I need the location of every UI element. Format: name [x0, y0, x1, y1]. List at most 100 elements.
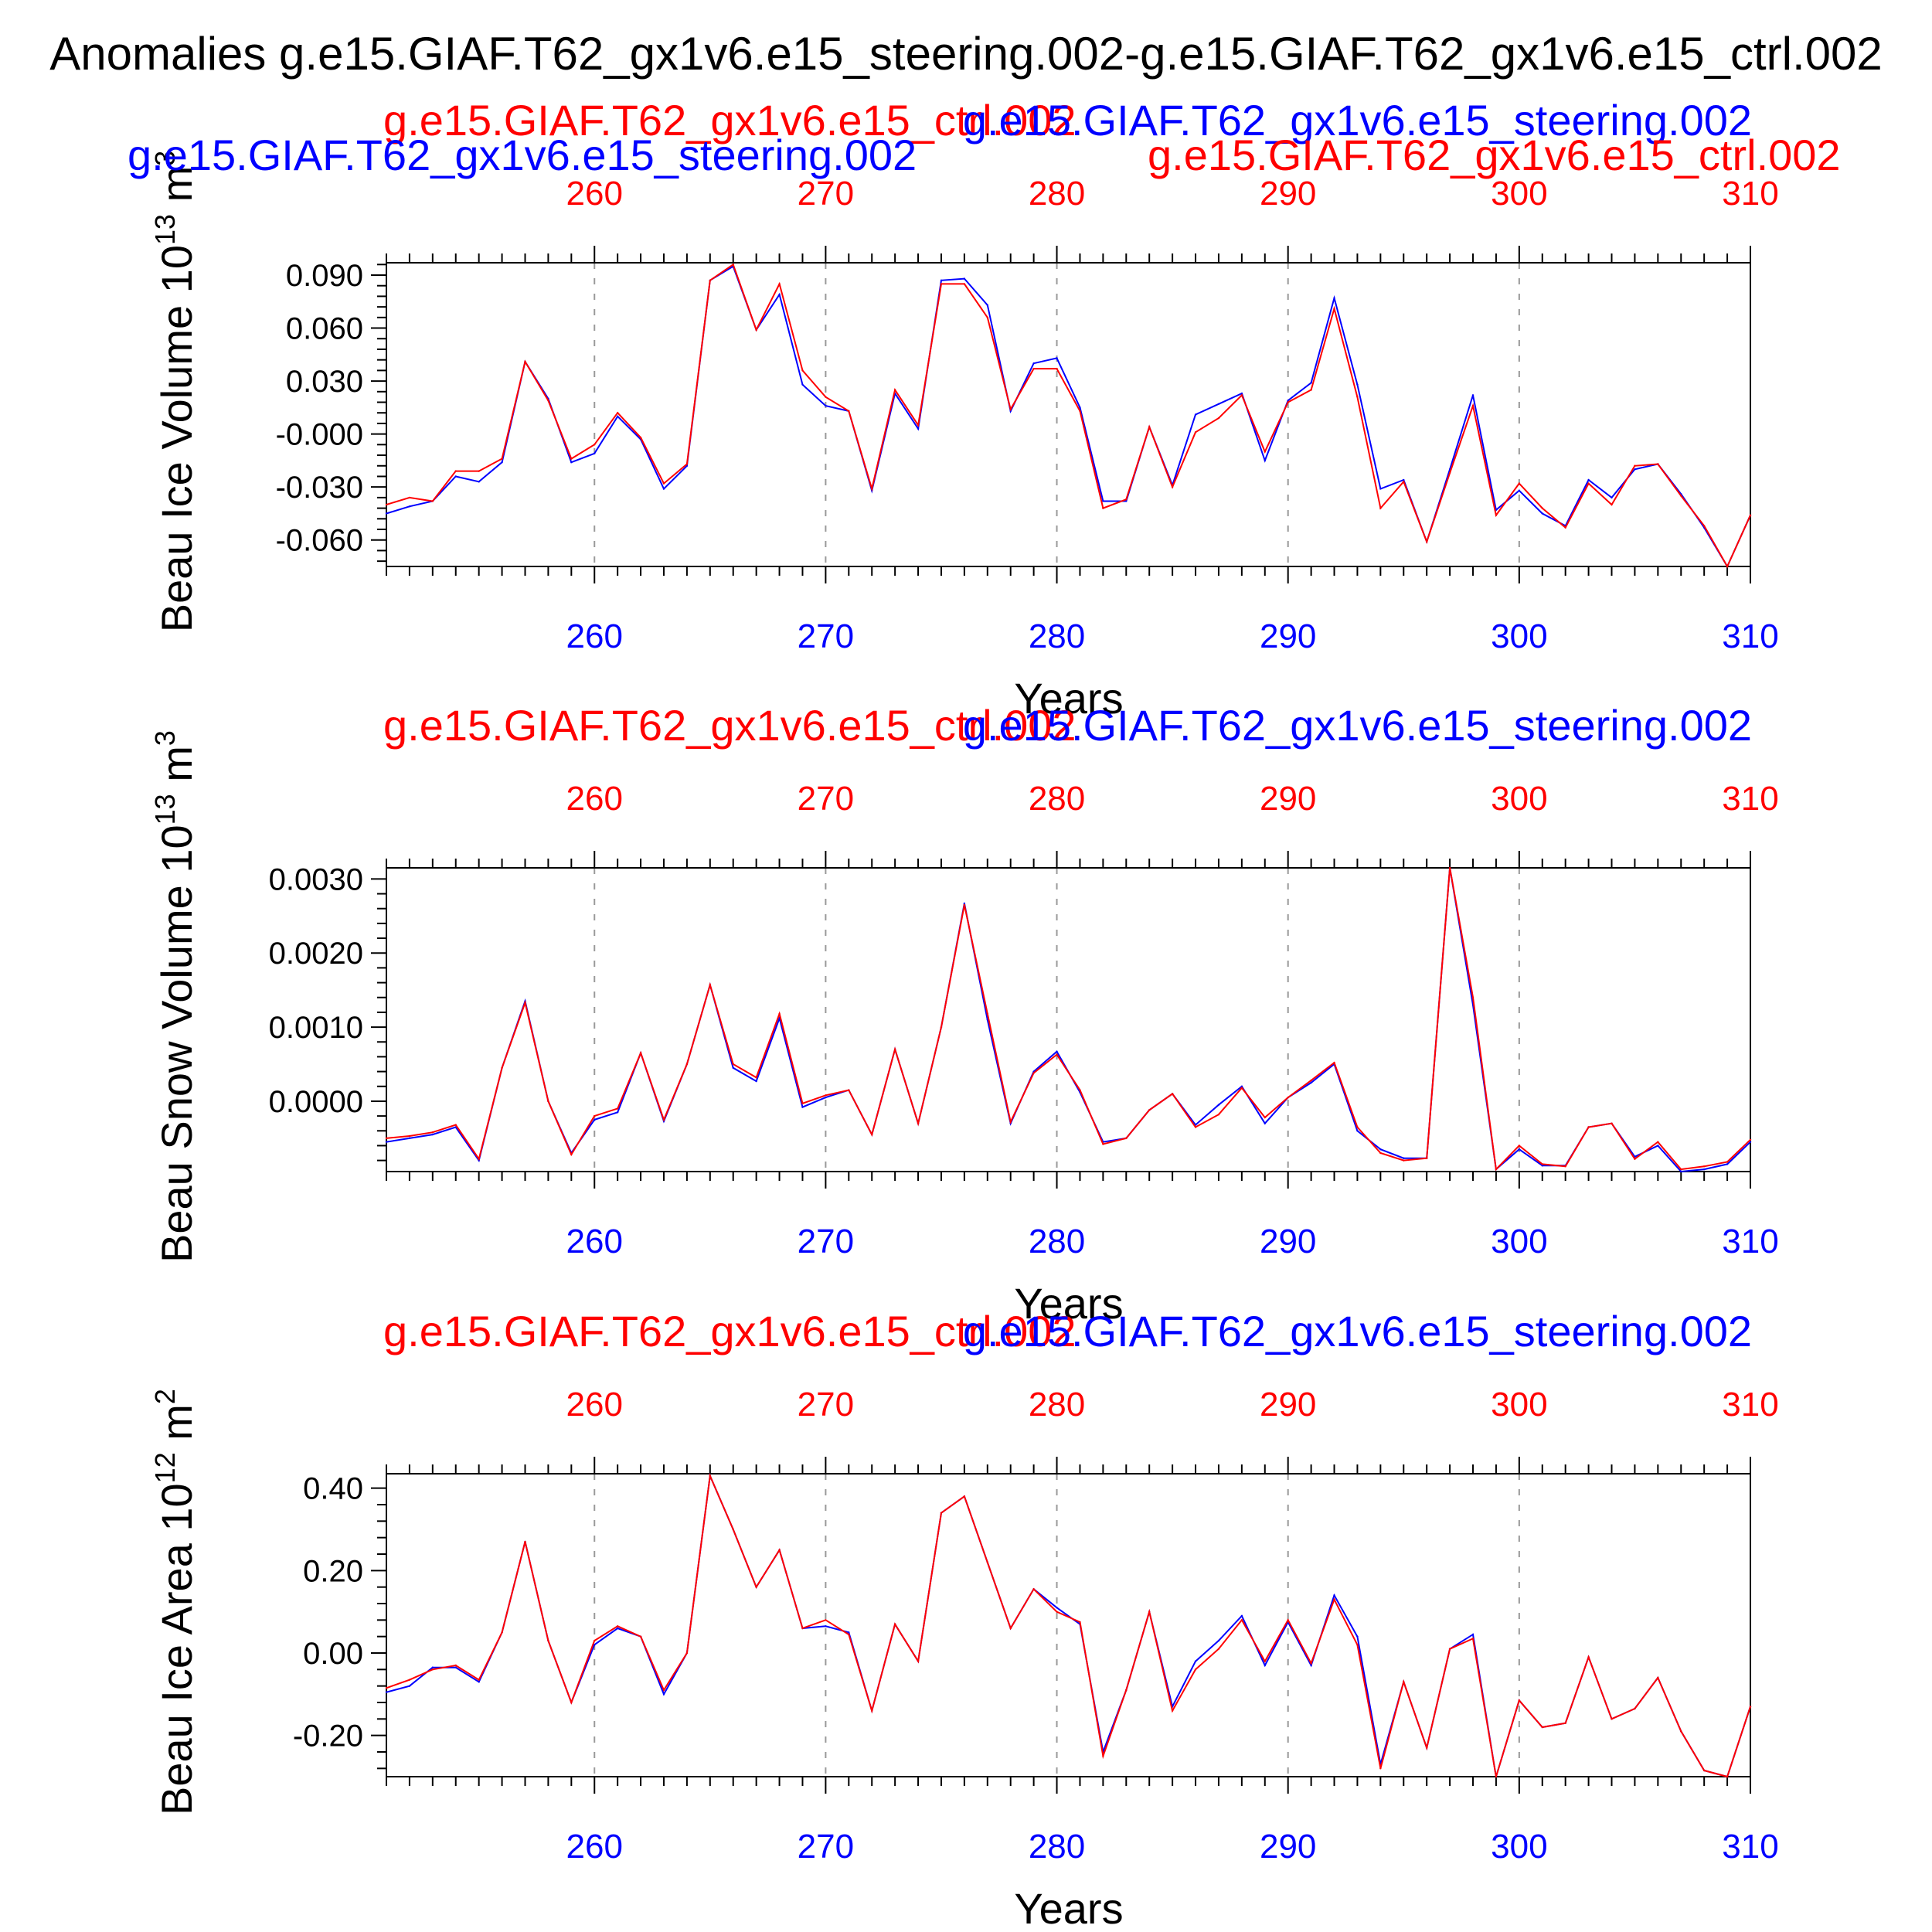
data-point-steering — [616, 415, 619, 417]
data-point-steering — [1518, 489, 1521, 492]
data-point-ctrl — [524, 1002, 526, 1004]
y-axis-title-exponent: 13 — [149, 794, 181, 825]
data-point-ctrl — [940, 283, 943, 285]
legend-ctrl-top: g.e15.GIAF.T62_gx1v6.e15_ctrl.002 — [383, 701, 1077, 750]
data-point-steering — [1056, 1050, 1058, 1053]
data-point-ctrl — [1356, 1126, 1359, 1128]
data-point-ctrl — [478, 1679, 480, 1681]
x-axis-title: Years — [1014, 1884, 1123, 1932]
data-point-ctrl — [501, 457, 503, 460]
data-point-ctrl — [1287, 1619, 1289, 1621]
data-point-ctrl — [801, 1102, 804, 1105]
data-point-steering — [1333, 297, 1335, 299]
x-tick-label-bottom: 260 — [566, 1223, 623, 1260]
x-tick-label-top: 270 — [798, 175, 854, 213]
data-point-ctrl — [1079, 1621, 1081, 1624]
data-point-ctrl — [1056, 1611, 1058, 1613]
data-point-ctrl — [917, 1122, 920, 1124]
data-point-ctrl — [1564, 1165, 1566, 1168]
x-tick-label-top: 260 — [566, 175, 623, 213]
data-point-ctrl — [1264, 451, 1266, 453]
data-point-ctrl — [685, 1651, 689, 1655]
y-axis-title-base: Beau Ice Volume 10 — [152, 245, 201, 632]
data-point-steering — [1056, 1607, 1058, 1609]
data-point-ctrl — [1403, 1159, 1405, 1162]
data-point-ctrl — [1240, 1087, 1243, 1089]
data-point-ctrl — [1541, 1726, 1543, 1729]
data-point-steering — [1217, 1639, 1220, 1642]
data-point-ctrl — [1634, 1158, 1636, 1160]
data-point-ctrl — [431, 1131, 434, 1134]
data-point-ctrl — [385, 1687, 388, 1689]
x-tick-label-bottom: 300 — [1491, 1828, 1547, 1866]
data-point-ctrl — [478, 1158, 480, 1160]
x-tick-label-top: 280 — [1029, 175, 1085, 213]
x-tick-label-bottom: 270 — [798, 1828, 854, 1866]
data-point-ctrl — [1333, 1598, 1335, 1600]
data-point-steering — [1194, 1660, 1197, 1662]
legend-ctrl-top: g.e15.GIAF.T62_gx1v6.e15_ctrl.002 — [383, 1307, 1077, 1355]
data-point-steering — [1102, 500, 1104, 502]
x-tick-label-top: 270 — [798, 780, 854, 818]
data-point-steering — [1657, 1145, 1659, 1147]
legend-ctrl-top: g.e15.GIAF.T62_gx1v6.e15_ctrl.002 — [383, 96, 1077, 145]
plot-frame — [386, 867, 1751, 1172]
x-tick-label-top: 280 — [1029, 1386, 1085, 1423]
data-point-ctrl — [1471, 404, 1475, 407]
legend-ctrl-second: g.e15.GIAF.T62_gx1v6.e15_ctrl.002 — [1148, 131, 1841, 179]
data-point-ctrl — [616, 1625, 619, 1628]
data-point-ctrl — [1448, 1648, 1451, 1650]
y-axis-title-exponent: 13 — [149, 214, 181, 245]
data-point-steering — [1240, 392, 1243, 395]
x-tick-label-bottom: 260 — [566, 617, 623, 655]
data-point-steering — [1310, 1664, 1312, 1667]
data-point-ctrl — [570, 457, 573, 460]
panel-ice-volume: 0.090 0.060 0.030 -0.000 -0.030 -0.060 260 260 2… — [128, 96, 1841, 723]
data-point-ctrl — [986, 1012, 988, 1015]
data-point-steering — [1541, 512, 1543, 515]
data-point-steering — [454, 475, 457, 478]
data-point-ctrl — [1102, 1143, 1104, 1145]
data-point-steering — [825, 1625, 827, 1628]
data-point-steering — [408, 505, 411, 508]
data-point-ctrl — [547, 400, 549, 402]
data-point-ctrl — [1587, 1656, 1590, 1658]
y-axis-title-unit-exponent: 2 — [149, 1389, 181, 1404]
data-point-ctrl — [1240, 394, 1243, 396]
data-point-ctrl — [385, 1137, 388, 1140]
data-point-ctrl — [1171, 1093, 1174, 1095]
data-point-steering — [1056, 357, 1058, 359]
data-point-ctrl — [1680, 495, 1682, 497]
y-axis-title-exponent: 12 — [149, 1452, 181, 1483]
data-point-ctrl — [1310, 1662, 1312, 1665]
plot-frame — [386, 262, 1751, 567]
data-point-ctrl — [1726, 1775, 1729, 1778]
y-tick-label: 0.20 — [303, 1554, 363, 1588]
data-point-ctrl — [1726, 1161, 1729, 1163]
data-point-steering — [478, 481, 480, 483]
y-axis-title: Beau Ice Volume 1013 m3 — [149, 151, 201, 633]
y-tick-label: 0.40 — [303, 1472, 363, 1506]
data-point-ctrl — [662, 1118, 665, 1121]
data-point-ctrl — [408, 496, 411, 499]
data-point-ctrl — [709, 984, 712, 986]
data-point-ctrl — [848, 1089, 850, 1091]
data-point-ctrl — [1310, 389, 1312, 391]
y-tick-label: -0.20 — [293, 1719, 363, 1753]
data-point-steering — [940, 279, 943, 282]
x-tick-label-top: 260 — [566, 1386, 623, 1423]
data-point-steering — [801, 383, 804, 386]
data-point-steering — [1032, 362, 1035, 365]
data-point-ctrl — [1587, 482, 1590, 485]
data-point-ctrl — [662, 1689, 665, 1692]
data-point-steering — [778, 293, 781, 296]
data-point-ctrl — [755, 1077, 757, 1079]
y-axis-title-space — [152, 1440, 201, 1453]
data-point-ctrl — [1634, 1707, 1636, 1710]
y-tick-label: -0.060 — [276, 524, 363, 558]
x-tick-label-top: 290 — [1260, 175, 1316, 213]
data-point-ctrl — [917, 1660, 920, 1662]
data-point-steering — [385, 1141, 388, 1143]
data-point-ctrl — [848, 1633, 850, 1636]
